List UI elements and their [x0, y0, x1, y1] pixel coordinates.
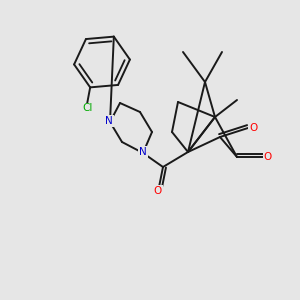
Text: O: O	[154, 186, 162, 196]
Text: N: N	[105, 116, 113, 126]
Text: O: O	[264, 152, 272, 162]
Text: N: N	[139, 147, 147, 157]
Text: O: O	[249, 123, 257, 133]
Text: Cl: Cl	[82, 103, 92, 113]
